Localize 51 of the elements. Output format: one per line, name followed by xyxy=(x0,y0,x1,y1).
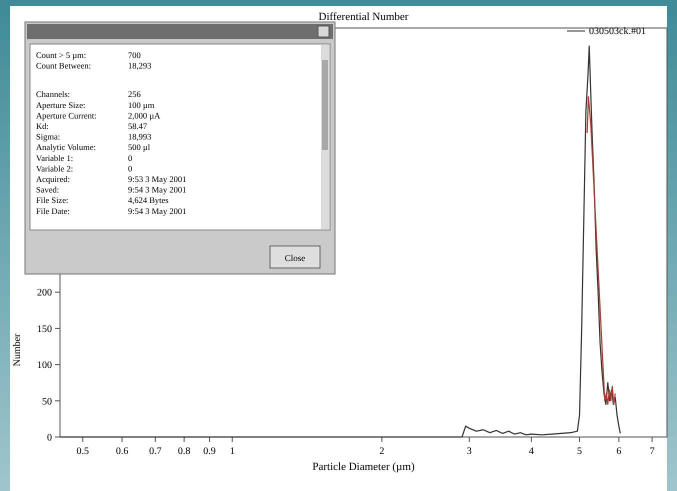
annotation: 500 µl xyxy=(128,142,151,152)
annotation: Count Between: xyxy=(36,60,92,71)
x-tick-label: 6 xyxy=(616,446,622,457)
x-tick-label: 2 xyxy=(379,446,384,457)
x-tick-label: 0.5 xyxy=(76,446,89,457)
y-tick-label: 100 xyxy=(37,360,52,372)
annotation: Channels: xyxy=(36,89,70,100)
annotation: 4,624 Bytes xyxy=(128,195,169,206)
y-tick-label: 50 xyxy=(42,396,52,408)
annotation: Analytic Volume: xyxy=(36,142,96,152)
annotation: 0 xyxy=(128,152,132,163)
y-tick-label: 150 xyxy=(37,324,52,335)
text: Kd: xyxy=(36,121,49,131)
x-tick-label: 1 xyxy=(230,446,235,457)
annotation: 18,293 xyxy=(128,60,152,71)
y-tick-label: 0 xyxy=(47,432,52,444)
annotation: Close xyxy=(284,253,306,263)
annotation: 58.47 xyxy=(128,121,148,131)
annotation: 0 xyxy=(128,163,132,174)
x-tick-label: 3 xyxy=(466,446,472,457)
annotation: Acquired: xyxy=(36,174,70,184)
x-tick-label: 4 xyxy=(528,446,534,457)
x-axis-title: Particle Diameter (µm) xyxy=(312,461,415,473)
x-tick-label: 0.8 xyxy=(178,446,190,457)
y-axis-title: Number xyxy=(12,332,23,366)
chart-title: Differential Number xyxy=(318,11,409,23)
annotation: 700 xyxy=(128,50,141,60)
annotation: 9:53 3 May 2001 xyxy=(128,174,186,184)
annotation: 9:54 3 May 2001 xyxy=(128,206,186,216)
annotation: 9:54 3 May 2001 xyxy=(128,184,186,195)
annotation: 256 xyxy=(128,89,141,100)
annotation: Variable 2: xyxy=(36,163,74,174)
text: Saved: xyxy=(36,184,60,195)
annotation: Count > 5 µm: xyxy=(36,50,86,60)
annotation: File Date: xyxy=(36,206,70,216)
x-tick-label: 7 xyxy=(650,446,655,457)
annotation: Sigma: xyxy=(36,132,60,142)
x-tick-label: 5 xyxy=(577,446,582,457)
annotation: File Size: xyxy=(36,195,68,206)
y-tick-label: 200 xyxy=(37,288,52,299)
legend-label: 030503ck.#01 xyxy=(589,26,646,37)
line-series xyxy=(586,96,616,406)
x-tick-label: 0.7 xyxy=(149,446,162,457)
annotation: Variable 1: xyxy=(36,152,74,163)
x-tick-label: 0.9 xyxy=(203,446,216,457)
annotation: 100 µm xyxy=(128,100,155,110)
annotation: Aperture Size: xyxy=(36,100,86,110)
annotation: 2,000 µA xyxy=(128,110,162,120)
annotation: 18,993 xyxy=(128,132,152,142)
annotation: Aperture Current: xyxy=(36,110,97,120)
x-tick-label: 0.6 xyxy=(116,446,128,457)
